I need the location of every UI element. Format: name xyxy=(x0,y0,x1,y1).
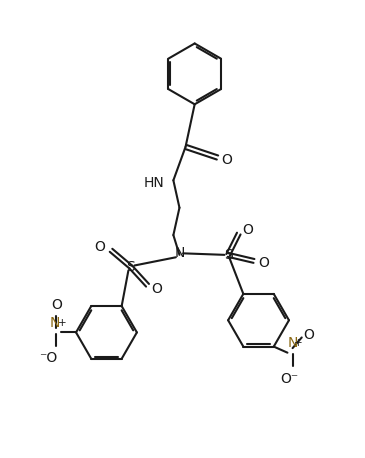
Text: N: N xyxy=(288,336,299,350)
Text: HN: HN xyxy=(144,176,165,190)
Text: S: S xyxy=(126,260,135,274)
Text: O: O xyxy=(151,282,162,296)
Text: O⁻: O⁻ xyxy=(280,371,298,386)
Text: ⁻O: ⁻O xyxy=(39,351,58,365)
Text: O: O xyxy=(94,240,105,254)
Text: O: O xyxy=(242,223,253,237)
Text: O: O xyxy=(258,256,269,270)
Text: +: + xyxy=(58,318,67,327)
Text: N: N xyxy=(50,316,60,330)
Text: +: + xyxy=(295,338,303,348)
Text: N: N xyxy=(174,246,185,260)
Text: S: S xyxy=(224,248,233,262)
Text: O: O xyxy=(51,298,62,312)
Text: O: O xyxy=(222,153,232,167)
Text: O: O xyxy=(304,328,314,342)
